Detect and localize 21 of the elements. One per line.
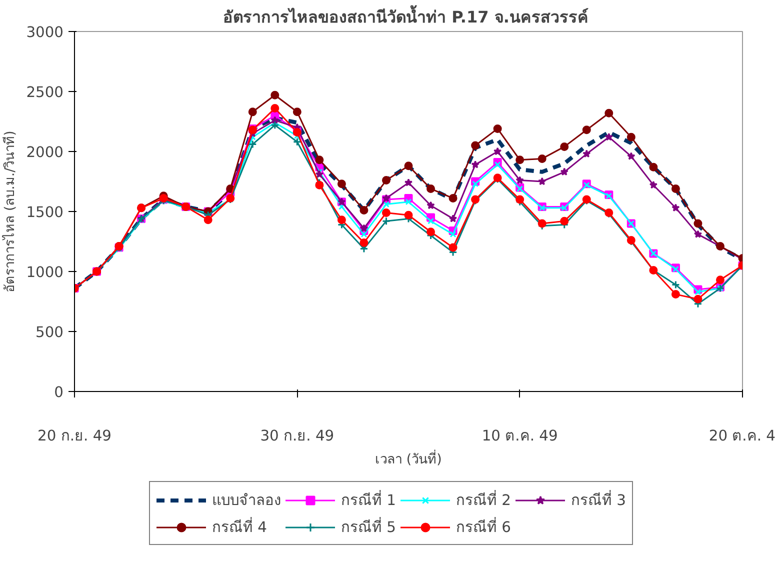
y-tick-label: 500 [36,324,64,341]
chart-title: อัตราการไหลของสถานีวัดน้ำท่า P.17 จ.นครสวรรค์ [223,4,588,26]
legend-label: กรณีที่ 5 [341,516,396,538]
legend-label: กรณีที่ 2 [456,489,511,511]
x-tick-label: 10 ต.ค. 49 [482,428,558,444]
y-tick-label: 1000 [26,264,64,281]
y-axis-title: อัตราการไหล (ลบ.ม./วินาที) [2,130,18,292]
legend-label: กรณีที่ 3 [570,489,626,511]
y-tick-label: 3000 [26,24,64,41]
y-tick-label: 2500 [26,84,64,101]
x-tick-label: 20 ต.ค. 4 [708,428,775,444]
x-tick-label: 30 ก.ย. 49 [260,428,334,444]
legend-label: กรณีที่ 6 [456,516,511,538]
x-tick-label: 20 ก.ย. 49 [38,428,112,444]
legend-label: แบบจำลอง [212,491,281,511]
legend-label: กรณีที่ 1 [341,489,396,511]
y-tick-label: 0 [54,384,64,401]
y-tick-label: 1500 [26,204,64,221]
legend-label: กรณีที่ 4 [212,516,267,538]
y-tick-label: 2000 [26,144,64,161]
x-axis-title: เวลา (วันที่) [375,450,442,468]
